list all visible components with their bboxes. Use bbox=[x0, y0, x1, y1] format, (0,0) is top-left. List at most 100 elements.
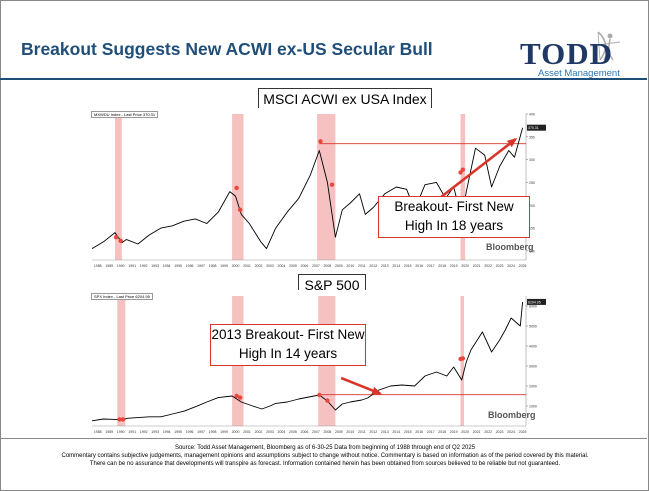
spx-x-tick-label-20: 2008 bbox=[323, 430, 331, 434]
spx-marker-2 bbox=[234, 393, 239, 399]
acwi-marker-0 bbox=[113, 234, 119, 240]
acwi-recession-band-2 bbox=[317, 114, 336, 260]
spx-last-price-tag bbox=[527, 298, 546, 305]
acwi-x-tick-label-2: 1990 bbox=[117, 264, 125, 268]
spx-x-tick-label-17: 2005 bbox=[289, 430, 297, 434]
acwi-x-tick-label-13: 2001 bbox=[243, 264, 251, 268]
spx-legend: SPX Index - Last Price 6204.95 bbox=[91, 293, 153, 300]
acwi-x-tick-label-26: 2014 bbox=[392, 264, 400, 268]
acwi-x-tick-label-5: 1993 bbox=[151, 264, 159, 268]
acwi-x-tick-label-23: 2011 bbox=[358, 264, 366, 268]
spx-bloomberg-watermark: Bloomberg bbox=[488, 410, 536, 420]
acwi-last-price-label: 370.31 bbox=[528, 126, 539, 130]
acwi-marker-7 bbox=[460, 167, 466, 172]
spx-y-tick-label-0: 1000 bbox=[529, 405, 537, 409]
acwi-x-tick-label-33: 2021 bbox=[473, 264, 481, 268]
acwi-x-tick-label-32: 2020 bbox=[461, 264, 469, 268]
spx-x-tick-label-4: 1992 bbox=[140, 430, 148, 434]
spx-x-tick-label-2: 1990 bbox=[117, 430, 125, 434]
spx-breakout-annotation: 2013 Breakout- First New High In 14 year… bbox=[210, 324, 366, 366]
acwi-x-tick-label-1: 1989 bbox=[105, 264, 113, 268]
spx-x-tick-label-29: 2017 bbox=[427, 430, 435, 434]
disclaimer-text: Commentary contains subjective judgement… bbox=[61, 453, 589, 467]
spx-x-tick-label-34: 2022 bbox=[484, 430, 492, 434]
acwi-x-tick-label-34: 2022 bbox=[484, 264, 492, 268]
acwi-x-tick-label-24: 2012 bbox=[369, 264, 377, 268]
header-divider bbox=[0, 78, 647, 80]
acwi-x-tick-label-16: 2004 bbox=[278, 264, 286, 268]
spx-x-tick-label-23: 2011 bbox=[358, 430, 366, 434]
acwi-y-tick-label-6: 400 bbox=[529, 113, 535, 117]
acwi-x-tick-label-20: 2008 bbox=[323, 264, 331, 268]
spx-x-tick-label-19: 2007 bbox=[312, 430, 320, 434]
acwi-x-tick-label-35: 2023 bbox=[496, 264, 504, 268]
logo-text: TODD bbox=[520, 36, 614, 71]
spx-y-tick-label-5: 6000 bbox=[529, 305, 537, 309]
acwi-marker-2 bbox=[234, 185, 239, 191]
spx-marker-5 bbox=[325, 398, 330, 403]
todd-logo: TODD Asset Management bbox=[520, 30, 630, 79]
spx-x-tick-label-22: 2010 bbox=[346, 430, 354, 434]
acwi-x-tick-label-9: 1997 bbox=[197, 264, 205, 268]
acwi-x-tick-label-4: 1992 bbox=[140, 264, 148, 268]
acwi-marker-1 bbox=[118, 238, 123, 244]
spx-x-tick-label-13: 2001 bbox=[243, 430, 251, 434]
acwi-chart-title: MSCI ACWI ex USA Index bbox=[258, 88, 432, 111]
spx-recession-band-3 bbox=[460, 296, 464, 426]
acwi-x-tick-label-36: 2024 bbox=[507, 264, 515, 268]
acwi-x-tick-label-37: 2025 bbox=[519, 264, 527, 268]
acwi-marker-3 bbox=[237, 207, 243, 213]
spx-x-tick-label-37: 2025 bbox=[519, 430, 527, 434]
spx-y-tick-label-2: 3000 bbox=[529, 365, 537, 369]
spx-x-tick-label-18: 2006 bbox=[301, 430, 309, 434]
source-line: Source: Todd Asset Management, Bloomberg… bbox=[174, 445, 476, 451]
acwi-x-tick-label-10: 1998 bbox=[209, 264, 217, 268]
acwi-x-tick-label-12: 2000 bbox=[232, 264, 240, 268]
acwi-last-price-tag bbox=[527, 124, 546, 131]
spx-x-tick-label-25: 2013 bbox=[381, 430, 389, 434]
spx-x-tick-label-28: 2016 bbox=[415, 430, 423, 434]
acwi-x-tick-label-19: 2007 bbox=[312, 264, 320, 268]
spx-x-tick-label-31: 2019 bbox=[450, 430, 458, 434]
acwi-x-tick-label-7: 1995 bbox=[174, 264, 182, 268]
acwi-x-tick-label-18: 2006 bbox=[301, 264, 309, 268]
acwi-recession-band-3 bbox=[460, 114, 466, 260]
acwi-x-tick-label-14: 2002 bbox=[255, 264, 263, 268]
acwi-y-tick-label-3: 250 bbox=[529, 181, 535, 185]
spx-marker-7 bbox=[460, 356, 466, 361]
acwi-x-tick-label-30: 2018 bbox=[438, 264, 446, 268]
spx-x-tick-label-21: 2009 bbox=[335, 430, 343, 434]
source-note: Source: Todd Asset Management, Bloomberg… bbox=[60, 444, 590, 468]
spx-marker-0 bbox=[117, 417, 122, 422]
spx-x-tick-label-32: 2020 bbox=[461, 430, 469, 434]
spx-x-tick-label-10: 1998 bbox=[209, 430, 217, 434]
acwi-x-tick-label-21: 2009 bbox=[335, 264, 343, 268]
logo-subtext: Asset Management bbox=[538, 68, 620, 79]
spx-x-tick-label-12: 2000 bbox=[232, 430, 240, 434]
spx-x-tick-label-30: 2018 bbox=[438, 430, 446, 434]
acwi-x-tick-label-31: 2019 bbox=[450, 264, 458, 268]
spx-x-tick-label-15: 2003 bbox=[266, 430, 274, 434]
acwi-legend: MXWDU Index - Last Price 370.31 bbox=[91, 111, 159, 118]
spx-price-line bbox=[91, 301, 524, 422]
spx-x-tick-label-9: 1997 bbox=[197, 430, 205, 434]
acwi-y-tick-label-0: 100 bbox=[529, 249, 535, 253]
acwi-x-tick-label-22: 2010 bbox=[346, 264, 354, 268]
acwi-breakout-arrowhead bbox=[506, 137, 518, 148]
acwi-x-tick-label-28: 2016 bbox=[415, 264, 423, 268]
acwi-x-tick-label-3: 1991 bbox=[128, 264, 136, 268]
acwi-x-tick-label-29: 2017 bbox=[427, 264, 435, 268]
spx-y-tick-label-1: 2000 bbox=[529, 385, 537, 389]
spx-x-tick-label-8: 1996 bbox=[186, 430, 194, 434]
spx-x-tick-label-1: 1989 bbox=[105, 430, 113, 434]
spx-x-tick-label-27: 2015 bbox=[404, 430, 412, 434]
acwi-x-tick-label-27: 2015 bbox=[404, 264, 412, 268]
spx-last-price-label: 6204.95 bbox=[528, 300, 541, 304]
spx-x-tick-label-3: 1991 bbox=[128, 430, 136, 434]
acwi-y-tick-label-2: 200 bbox=[529, 204, 535, 208]
spx-y-tick-label-4: 5000 bbox=[529, 325, 537, 329]
acwi-x-tick-label-11: 1999 bbox=[220, 264, 228, 268]
spx-x-tick-label-33: 2021 bbox=[473, 430, 481, 434]
acwi-y-tick-label-4: 300 bbox=[529, 158, 535, 162]
acwi-x-tick-label-17: 2005 bbox=[289, 264, 297, 268]
